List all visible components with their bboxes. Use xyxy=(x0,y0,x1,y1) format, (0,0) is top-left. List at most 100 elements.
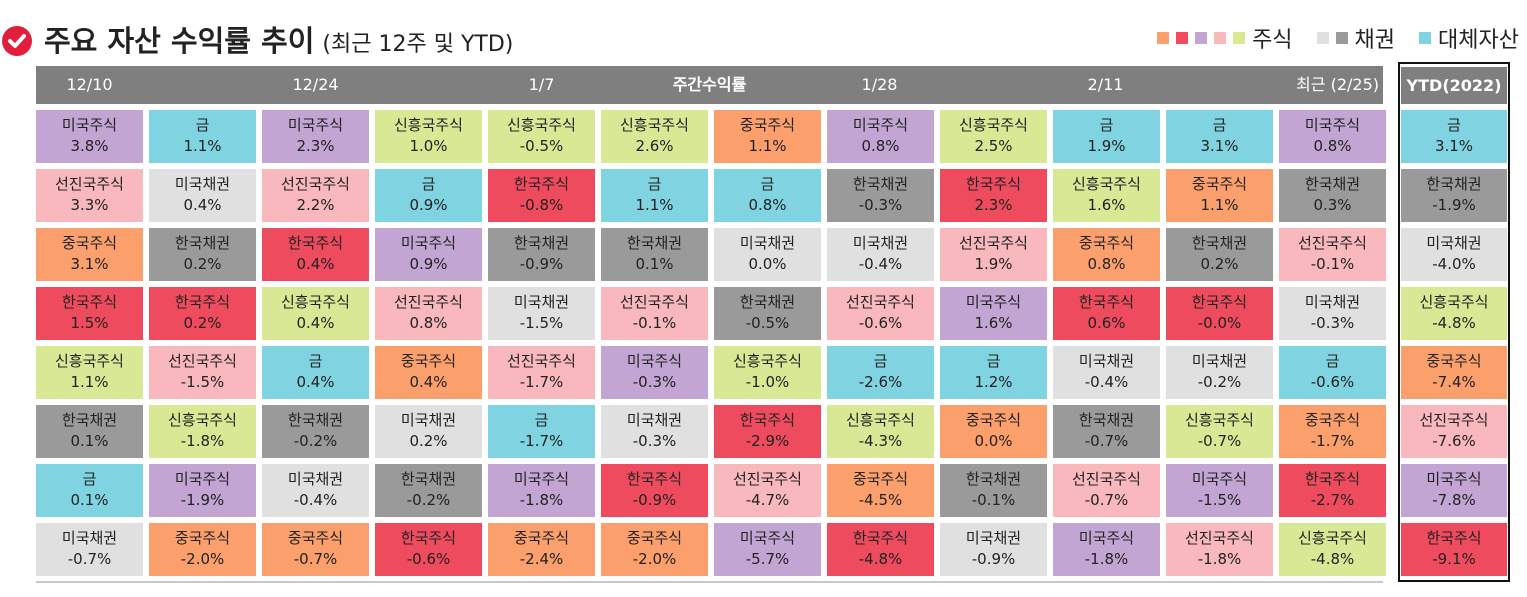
return-cell: 미국채권 -0.4% xyxy=(262,464,369,517)
return-cell: 한국채권 -0.7% xyxy=(1053,405,1160,458)
asset-name: 미국채권 xyxy=(739,234,796,252)
asset-name: 중국주식 xyxy=(61,234,118,252)
legend-swatch-stock-1 xyxy=(1157,32,1170,44)
return-cell: 금 3.1% xyxy=(1166,110,1273,163)
return-value: 0.4% xyxy=(296,373,335,391)
return-value: -4.8% xyxy=(1310,550,1355,568)
return-value: -0.3% xyxy=(632,373,677,391)
return-value: -0.5% xyxy=(519,137,564,155)
asset-name: 미국채권 xyxy=(174,175,231,193)
return-value: 3.1% xyxy=(1200,137,1239,155)
return-cell: 한국주식 0.2% xyxy=(149,287,256,340)
return-cell: 신흥국주식 1.6% xyxy=(1053,169,1160,222)
return-value: -0.9% xyxy=(519,255,564,273)
asset-name: 금 xyxy=(82,470,97,488)
asset-name: 신흥국주식 xyxy=(958,116,1028,134)
asset-name: 금 xyxy=(195,116,210,134)
return-value: -0.7% xyxy=(1084,432,1129,450)
return-value: 0.0% xyxy=(974,432,1013,450)
return-value: -0.9% xyxy=(632,491,677,509)
return-value: -0.4% xyxy=(858,255,903,273)
asset-name: 한국주식 xyxy=(739,411,796,429)
ytd-cell: 선진국주식 -7.6% xyxy=(1401,405,1507,458)
return-value: 2.5% xyxy=(974,137,1013,155)
return-cell: 중국주식 0.8% xyxy=(1053,228,1160,281)
return-cell: 한국주식 -4.8% xyxy=(827,523,934,576)
asset-name: 한국주식 xyxy=(174,293,231,311)
return-value: 3.1% xyxy=(70,255,109,273)
ytd-header: YTD(2022) xyxy=(1401,67,1507,104)
return-value: 0.2% xyxy=(409,432,448,450)
legend-swatch-bond-2 xyxy=(1335,32,1348,44)
ytd-cell: 신흥국주식 -4.8% xyxy=(1401,287,1507,340)
header-label-1224: 12/24 xyxy=(292,75,339,94)
asset-name: 신흥국주식 xyxy=(845,411,915,429)
return-cell: 미국주식 -1.5% xyxy=(1166,464,1273,517)
asset-name: 미국주식 xyxy=(61,116,118,134)
return-value: 3.8% xyxy=(70,137,109,155)
return-cell: 신흥국주식 -4.3% xyxy=(827,405,934,458)
legend-swatch-alt xyxy=(1419,32,1432,44)
ytd-frame xyxy=(1398,62,1510,582)
asset-name: 한국주식 xyxy=(400,529,457,547)
chart-subtitle: (최근 12주 및 YTD) xyxy=(322,32,514,57)
return-cell: 미국채권 -0.9% xyxy=(940,523,1047,576)
return-value: 2.3% xyxy=(296,137,335,155)
return-value: -2.4% xyxy=(519,550,564,568)
return-value: -1.0% xyxy=(745,373,790,391)
asset-name: 미국주식 xyxy=(400,234,457,252)
asset-name: 중국주식 xyxy=(174,529,231,547)
return-cell: 선진국주식 3.3% xyxy=(36,169,143,222)
return-value: -0.0% xyxy=(1197,314,1242,332)
return-value: -4.7% xyxy=(745,491,790,509)
return-value: 3.1% xyxy=(1434,137,1474,155)
asset-name: 미국채권 xyxy=(61,529,118,547)
asset-name: 미국채권 xyxy=(1191,352,1248,370)
return-value: -4.8% xyxy=(1432,314,1476,332)
return-cell: 신흥국주식 -4.8% xyxy=(1279,523,1386,576)
asset-name: 한국채권 xyxy=(513,234,570,252)
return-value: -1.8% xyxy=(1197,550,1242,568)
asset-name: 한국주식 xyxy=(513,175,570,193)
return-cell: 한국주식 1.5% xyxy=(36,287,143,340)
asset-name: 한국채권 xyxy=(174,234,231,252)
return-value: -0.7% xyxy=(1197,432,1242,450)
asset-name: 금 xyxy=(421,175,436,193)
asset-name: 중국주식 xyxy=(965,411,1022,429)
asset-name: 한국주식 xyxy=(852,529,909,547)
return-cell: 미국주식 -1.8% xyxy=(1053,523,1160,576)
asset-name: 신흥국주식 xyxy=(167,411,237,429)
return-cell: 금 0.1% xyxy=(36,464,143,517)
asset-name: 선진국주식 xyxy=(280,175,350,193)
asset-name: 금 xyxy=(534,411,549,429)
return-value: -1.8% xyxy=(1084,550,1129,568)
asset-name: 한국채권 xyxy=(1078,411,1135,429)
asset-name: 한국주식 xyxy=(626,470,683,488)
legend-swatch-bond-1 xyxy=(1316,32,1329,44)
return-value: 0.2% xyxy=(183,255,222,273)
return-cell: 중국주식 -2.4% xyxy=(488,523,595,576)
asset-name: 미국주식 xyxy=(965,293,1022,311)
asset-name: 미국주식 xyxy=(1191,470,1248,488)
return-value: -0.6% xyxy=(1310,373,1355,391)
asset-name: 금 xyxy=(1447,116,1461,134)
legend-swatch-stock-4 xyxy=(1214,32,1227,44)
return-value: -2.0% xyxy=(632,550,677,568)
asset-name: 미국채권 xyxy=(1304,293,1361,311)
return-value: -0.2% xyxy=(1197,373,1242,391)
return-cell: 미국주식 -5.7% xyxy=(714,523,821,576)
asset-name: 한국주식 xyxy=(1426,529,1482,547)
return-value: 0.8% xyxy=(861,137,900,155)
return-cell: 금 -2.6% xyxy=(827,346,934,399)
asset-name: 한국채권 xyxy=(1191,234,1248,252)
return-cell: 미국채권 0.0% xyxy=(714,228,821,281)
return-cell: 미국주식 -1.8% xyxy=(488,464,595,517)
return-value: 0.2% xyxy=(183,314,222,332)
return-value: -1.9% xyxy=(1432,196,1476,214)
return-cell: 미국채권 0.4% xyxy=(149,169,256,222)
return-cell: 선진국주식 -1.7% xyxy=(488,346,595,399)
return-cell: 중국주식 3.1% xyxy=(36,228,143,281)
header-label-1210: 12/10 xyxy=(66,75,113,94)
return-value: -1.9% xyxy=(180,491,225,509)
asset-name: 선진국주식 xyxy=(732,470,802,488)
